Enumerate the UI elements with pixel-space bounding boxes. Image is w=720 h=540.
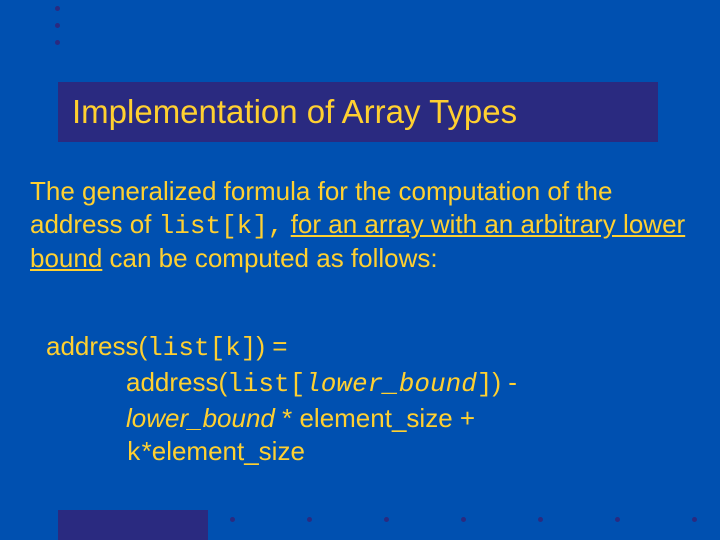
formula-line-1: address(list[k]) = [46, 330, 686, 366]
dot [692, 517, 697, 522]
formula-line-4: k*element_size [46, 435, 686, 471]
formula-line-3: lower_bound * element_size + [46, 402, 686, 436]
dot [55, 23, 60, 28]
f-text: * element_size + [275, 403, 475, 433]
body-paragraph: The generalized formula for the computat… [30, 175, 690, 275]
dot [307, 517, 312, 522]
dot [230, 517, 235, 522]
dot [55, 6, 60, 11]
f-code: list[k] [147, 333, 256, 363]
decorative-dots-top [55, 0, 60, 45]
para-code: list[k], [159, 211, 284, 241]
title-bar: Implementation of Array Types [58, 82, 658, 142]
decorative-dots-bottom [230, 517, 697, 522]
dot [384, 517, 389, 522]
para-text [283, 209, 290, 239]
f-code: list[ [227, 369, 305, 399]
dot [615, 517, 620, 522]
dot [461, 517, 466, 522]
decorative-bottom-bar [58, 510, 208, 540]
f-text: ) - [492, 367, 517, 397]
dot [538, 517, 543, 522]
formula-line-2: address(list[lower_bound]) - [46, 366, 686, 402]
para-text: can be computed as follows: [102, 243, 437, 273]
f-text: address( [46, 331, 147, 361]
f-text: ) = [256, 331, 287, 361]
f-italic: lower_bound [126, 403, 275, 433]
formula-block: address(list[k]) = address(list[lower_bo… [46, 330, 686, 471]
f-text: address( [126, 367, 227, 397]
f-text: *element_size [142, 436, 305, 466]
f-code-italic: lower_bound [305, 369, 477, 399]
slide-title: Implementation of Array Types [72, 93, 517, 131]
f-code: ] [477, 369, 493, 399]
f-code: k [126, 438, 142, 468]
dot [55, 40, 60, 45]
